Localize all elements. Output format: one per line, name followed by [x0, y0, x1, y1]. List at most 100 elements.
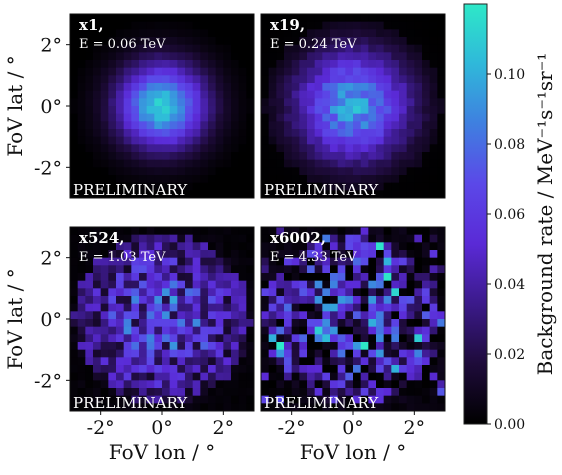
heatmap-cell	[307, 167, 316, 176]
x-tick-label: 2°	[404, 417, 426, 439]
heatmap-cell	[406, 75, 415, 84]
heatmap-cell	[108, 121, 117, 130]
heatmap-cell	[429, 326, 438, 335]
heatmap-cell	[177, 190, 186, 199]
heatmap-cell	[368, 311, 377, 320]
heatmap-cell	[383, 280, 392, 289]
heatmap-cell	[307, 257, 316, 266]
heatmap-cell	[307, 37, 316, 46]
heatmap-cell	[314, 129, 323, 138]
heatmap-cell	[200, 227, 209, 236]
heatmap-cell	[185, 190, 194, 199]
heatmap-cell	[100, 250, 109, 259]
preliminary-watermark: PRELIMINARY	[264, 181, 379, 199]
heatmap-cell	[314, 257, 323, 266]
heatmap-cell	[85, 319, 94, 328]
heatmap-cell	[368, 273, 377, 282]
heatmap-cell	[414, 90, 423, 99]
panel-label: x524,	[79, 229, 124, 247]
heatmap-cell	[391, 334, 400, 343]
heatmap-cell	[215, 121, 224, 130]
heatmap-cell	[169, 388, 178, 397]
heatmap-cell	[223, 144, 232, 153]
heatmap-cell	[116, 326, 125, 335]
heatmap-cell	[77, 106, 86, 115]
heatmap-cell	[284, 372, 293, 381]
heatmap-cell	[383, 106, 392, 115]
heatmap-cell	[268, 106, 277, 115]
heatmap-cell	[376, 152, 385, 161]
heatmap-cell	[391, 303, 400, 312]
heatmap-cell	[146, 60, 155, 69]
heatmap-cell	[223, 365, 232, 374]
heatmap-cell	[116, 190, 125, 199]
heatmap-cell	[154, 182, 163, 191]
heatmap-cell	[360, 227, 369, 236]
heatmap-cell	[414, 121, 423, 130]
heatmap-cell	[231, 357, 240, 366]
heatmap-cell	[231, 98, 240, 107]
heatmap-cell	[314, 334, 323, 343]
heatmap-cell	[177, 182, 186, 191]
heatmap-cell	[238, 403, 247, 412]
heatmap-cell	[185, 90, 194, 99]
heatmap-cell	[322, 52, 331, 61]
heatmap-cell	[299, 280, 308, 289]
heatmap-cell	[422, 113, 431, 122]
heatmap-cell	[185, 326, 194, 335]
heatmap-cell	[93, 29, 102, 38]
heatmap-cell	[314, 14, 323, 23]
heatmap-cell	[337, 167, 346, 176]
heatmap-cell	[345, 227, 354, 236]
heatmap-cell	[85, 14, 94, 23]
heatmap-cell	[100, 106, 109, 115]
heatmap-cell	[70, 273, 79, 282]
heatmap-cell	[154, 349, 163, 358]
heatmap-cell	[77, 311, 86, 320]
heatmap-cell	[77, 159, 86, 168]
heatmap-cell	[276, 380, 285, 389]
heatmap-cell	[200, 113, 209, 122]
heatmap-cell	[246, 21, 255, 30]
heatmap-cell	[169, 144, 178, 153]
heatmap-cell	[330, 14, 339, 23]
heatmap-cell	[246, 334, 255, 343]
heatmap-cell	[383, 403, 392, 412]
heatmap-cell	[422, 349, 431, 358]
heatmap-cell	[406, 234, 415, 243]
heatmap-cell	[246, 311, 255, 320]
heatmap-cell	[406, 403, 415, 412]
heatmap-cell	[139, 121, 148, 130]
heatmap-cell	[246, 52, 255, 61]
heatmap-cell	[215, 167, 224, 176]
heatmap-cell	[360, 152, 369, 161]
heatmap-cell	[307, 357, 316, 366]
heatmap-cell	[276, 144, 285, 153]
heatmap-cell	[93, 380, 102, 389]
heatmap-cell	[100, 14, 109, 23]
heatmap-cell	[100, 144, 109, 153]
heatmap-cell	[100, 83, 109, 92]
heatmap-cell	[146, 113, 155, 122]
y-tick-label: 0°	[40, 96, 62, 118]
heatmap-cell	[360, 98, 369, 107]
heatmap-cell	[192, 106, 201, 115]
heatmap-cell	[360, 349, 369, 358]
heatmap-cell	[231, 265, 240, 274]
heatmap-cell	[353, 60, 362, 69]
heatmap-cell	[154, 44, 163, 53]
heatmap-cell	[330, 250, 339, 259]
heatmap-cell	[422, 152, 431, 161]
heatmap-cell	[261, 121, 270, 130]
heatmap-cell	[268, 303, 277, 312]
heatmap-cell	[238, 273, 247, 282]
heatmap-cell	[146, 365, 155, 374]
heatmap-cell	[307, 273, 316, 282]
heatmap-cell	[383, 303, 392, 312]
heatmap-cell	[231, 167, 240, 176]
heatmap-cell	[437, 190, 446, 199]
heatmap-cell	[139, 311, 148, 320]
heatmap-cell	[299, 75, 308, 84]
heatmap-cell	[108, 319, 117, 328]
heatmap-cell	[162, 136, 171, 145]
